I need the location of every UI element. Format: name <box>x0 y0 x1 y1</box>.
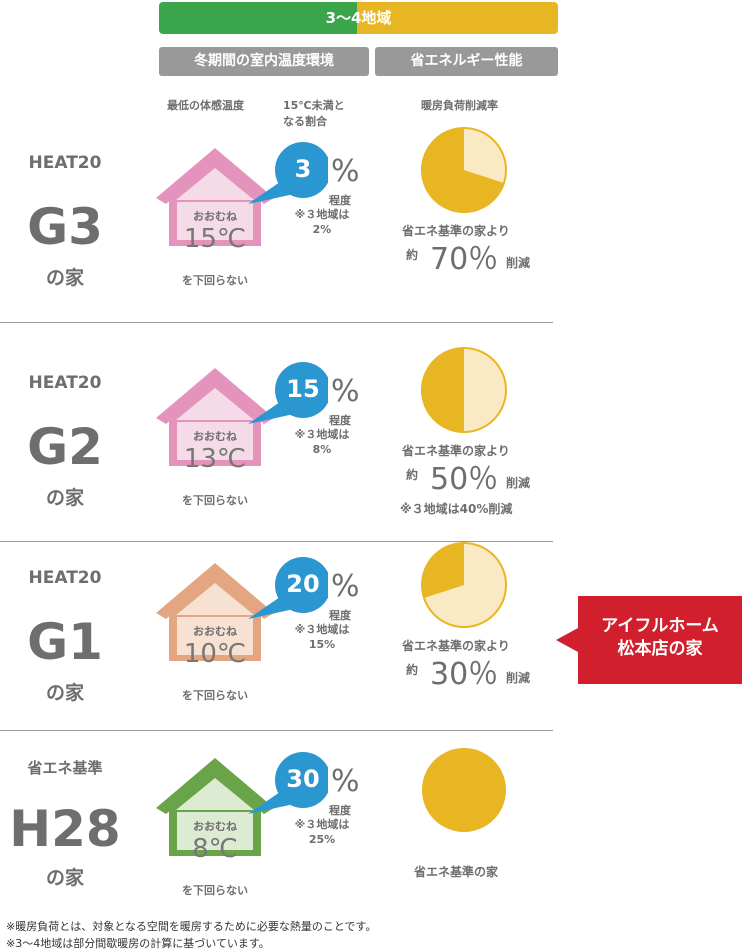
region3-reduction-note: ※３地域は40%削減 <box>400 502 513 516</box>
row-grade-label: H28 <box>9 800 121 858</box>
col-indoor-temp-header: 冬期間の室内温度環境 <box>159 47 369 76</box>
region-header-bar: 3〜4地域 <box>159 2 558 34</box>
house-approx-label: おおむね <box>193 625 237 638</box>
row-house-label: の家 <box>45 267 84 289</box>
row-category-label: HEAT20 <box>28 568 102 588</box>
sub-reduction: 暖房負荷削減率 <box>421 99 498 112</box>
saving-prefix: 省エネ基準の家より <box>402 444 510 458</box>
reduction-label: 削減 <box>506 476 531 490</box>
ifulhome-callout: アイフルホーム 松本店の家 <box>556 596 742 684</box>
reduction-pie <box>418 125 510 221</box>
row-divider <box>0 322 553 323</box>
region3-note: ※３地域は <box>294 428 350 441</box>
region3-note: ※３地域は <box>294 818 350 831</box>
ratio-bubble <box>248 362 331 436</box>
row-grade-label: G1 <box>27 613 103 671</box>
reduction-pie <box>418 540 510 636</box>
row-divider <box>0 730 553 731</box>
about-label: 約 <box>406 248 419 262</box>
sub-ratio-l2: なる割合 <box>283 115 327 128</box>
ratio-bubble <box>248 752 331 826</box>
base-house-label: 省エネ基準の家 <box>414 865 499 879</box>
degree-label: 程度 <box>329 804 351 817</box>
reduction-value: 70％ <box>430 242 499 277</box>
reduction-pie <box>418 345 510 441</box>
not-below-label: を下回らない <box>182 494 248 507</box>
percent-sign: % <box>331 154 360 189</box>
row-house-label: の家 <box>45 867 84 889</box>
house-approx-label: おおむね <box>193 820 237 833</box>
not-below-label: を下回らない <box>182 884 248 897</box>
ratio-value: 30 <box>286 765 320 793</box>
reduction-value: 50％ <box>430 462 499 497</box>
footnote-2: ※3〜4地域は部分間歇暖房の計算に基づいています。 <box>6 937 270 950</box>
house-icon <box>150 142 280 248</box>
row-divider <box>0 541 553 542</box>
saving-prefix: 省エネ基準の家より <box>402 224 510 238</box>
percent-sign: % <box>331 569 360 604</box>
house-temperature: 10℃ <box>183 639 247 669</box>
not-below-label: を下回らない <box>182 689 248 702</box>
reduction-label: 削減 <box>506 256 531 270</box>
reduction-label: 削減 <box>506 671 531 685</box>
region3-ratio: 15% <box>308 638 336 651</box>
row-house-label: の家 <box>45 682 84 704</box>
house-approx-label: おおむね <box>193 430 237 443</box>
percent-sign: % <box>331 374 360 409</box>
row-grade-label: G2 <box>27 418 103 476</box>
row-grade-label: G3 <box>27 198 103 256</box>
footnote-1: ※暖房負荷とは、対象となる空間を暖房するために必要な熱量のことです。 <box>6 920 377 933</box>
reduction-value: 30％ <box>430 657 499 692</box>
row-category-label: HEAT20 <box>28 153 102 173</box>
row-category-label: HEAT20 <box>28 373 102 393</box>
reduction-pie <box>418 745 510 841</box>
region3-ratio: 8% <box>312 443 332 456</box>
row-category-label: 省エネ基準 <box>27 759 103 777</box>
region3-note: ※３地域は <box>294 208 350 221</box>
ratio-bubble <box>248 557 331 631</box>
ratio-value: 3 <box>294 155 312 183</box>
col-energy-header: 省エネルギー性能 <box>375 47 558 76</box>
degree-label: 程度 <box>329 414 351 427</box>
sub-ratio-l1: 15℃未満と <box>283 99 345 112</box>
saving-prefix: 省エネ基準の家より <box>402 639 510 653</box>
house-temperature: 15℃ <box>183 224 247 254</box>
row-house-label: の家 <box>45 487 84 509</box>
region3-ratio: 2% <box>312 223 332 236</box>
house-temperature: 8℃ <box>192 834 238 864</box>
callout-line2: 松本店の家 <box>617 638 703 659</box>
degree-label: 程度 <box>329 194 351 207</box>
house-approx-label: おおむね <box>193 210 237 223</box>
about-label: 約 <box>406 663 419 677</box>
callout-line1: アイフルホーム <box>601 616 719 636</box>
about-label: 約 <box>406 468 419 482</box>
region3-ratio: 25% <box>308 833 336 846</box>
ratio-value: 20 <box>286 570 320 598</box>
house-temperature: 13℃ <box>183 444 247 474</box>
not-below-label: を下回らない <box>182 274 248 287</box>
ratio-bubble <box>248 142 331 216</box>
sub-min-temp: 最低の体感温度 <box>167 99 244 112</box>
ratio-value: 15 <box>286 375 320 403</box>
degree-label: 程度 <box>329 609 351 622</box>
percent-sign: % <box>331 764 360 799</box>
region3-note: ※３地域は <box>294 623 350 636</box>
region-label: 3〜4地域 <box>325 9 392 27</box>
